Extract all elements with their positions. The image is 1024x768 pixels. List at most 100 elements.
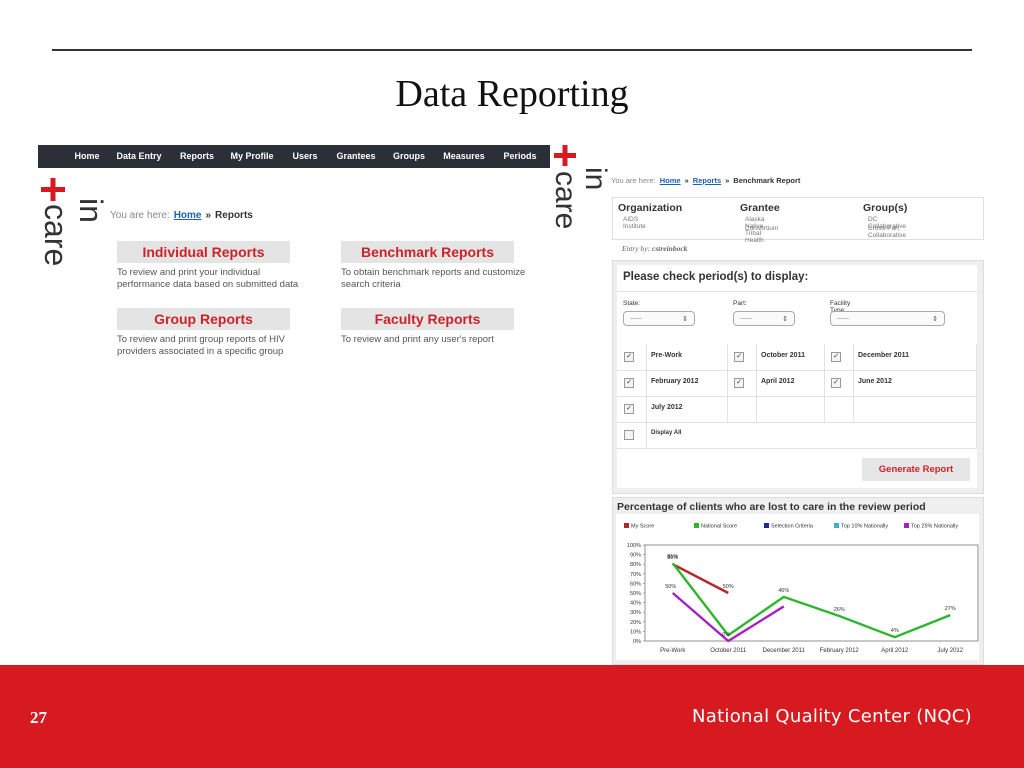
section-title[interactable]: Faculty Reports (341, 308, 514, 330)
nav-item[interactable]: Users (292, 151, 318, 161)
breadcrumb-separator: » (725, 176, 730, 185)
grid-cell (824, 396, 854, 423)
grid-cell (646, 396, 728, 423)
filter-label: State: (623, 300, 640, 307)
grid-cell (727, 396, 757, 423)
y-tick-label: 100% (627, 543, 641, 549)
grid-cell (646, 344, 728, 371)
nav-item[interactable]: My Profile (230, 151, 274, 161)
periods-heading: Please check period(s) to display: (623, 271, 809, 283)
filter-select[interactable]: ------ (733, 311, 795, 327)
divider (617, 291, 977, 292)
logo-text: care (552, 171, 582, 229)
info-value: Alaska Native Tribal Health (745, 216, 765, 244)
logo: in care (38, 178, 109, 266)
info-value: Cross-Part Collaborative (868, 225, 906, 239)
y-tick-label: 10% (630, 629, 641, 635)
checkbox[interactable]: ✓ (734, 352, 744, 362)
breadcrumb-current: Reports (215, 210, 253, 221)
checkbox[interactable]: ✓ (624, 378, 634, 388)
legend-label: My Score (631, 524, 654, 530)
period-label: April 2012 (761, 378, 795, 385)
nav-item[interactable]: Grantees (336, 151, 376, 161)
breadcrumb-link[interactable]: Home (659, 176, 681, 185)
periods-inner (617, 265, 977, 488)
period-label: Pre-Work (651, 352, 682, 359)
info-panel (612, 197, 984, 240)
logo-text: in (579, 167, 610, 190)
section-text: To review and print group reports of HIV… (117, 334, 285, 357)
data-label: 50% (665, 584, 676, 590)
grid-cell (617, 344, 647, 371)
grid-cell (824, 344, 854, 371)
entry-by-user: cstreinbock (652, 244, 688, 253)
grid-cell (824, 370, 854, 397)
checkbox[interactable] (624, 430, 634, 440)
grid-cell (617, 396, 647, 423)
data-label: 46% (778, 588, 789, 594)
logo-text: care (38, 204, 74, 266)
nav-item[interactable]: Home (74, 151, 100, 161)
breadcrumb-prefix: You are here: (611, 176, 656, 185)
nav-item[interactable]: Measures (443, 151, 485, 161)
y-tick-label: 50% (630, 591, 641, 597)
grid-cell (853, 344, 977, 371)
checkbox[interactable]: ✓ (831, 352, 841, 362)
period-label: June 2012 (858, 378, 892, 385)
legend-swatch (624, 523, 629, 528)
info-value: Consortium (745, 225, 779, 232)
chart: Percentage of clients who are lost to ca… (616, 501, 979, 660)
legend-label: Top 25% Nationally (911, 524, 958, 530)
y-tick-label: 70% (630, 572, 641, 578)
section-text: To review and print any user's report (341, 334, 494, 345)
y-tick-label: 60% (630, 581, 641, 587)
nav-item[interactable]: Groups (392, 151, 426, 161)
chart-title: Percentage of clients who are lost to ca… (617, 501, 926, 513)
breadcrumb-prefix: You are here: (110, 210, 170, 221)
section-title[interactable]: Group Reports (117, 308, 290, 330)
x-tick-label: December 2011 (763, 648, 806, 654)
breadcrumb: You are here: Home» Reports (110, 210, 253, 221)
x-tick-label: February 2012 (820, 648, 860, 654)
checkbox[interactable]: ✓ (831, 378, 841, 388)
period-label: February 2012 (651, 378, 699, 385)
period-label: Display All (651, 430, 682, 436)
data-label: 80% (667, 555, 678, 561)
grid-cell (727, 344, 757, 371)
breadcrumb-link[interactable]: Home (173, 210, 202, 221)
legend-swatch (694, 523, 699, 528)
period-label: December 2011 (858, 352, 909, 359)
checkbox[interactable]: ✓ (624, 352, 634, 362)
slide-title: Data Reporting (395, 73, 629, 115)
generate-report-button[interactable]: Generate Report (862, 458, 970, 481)
info-value: DC Collaborative (868, 216, 906, 230)
breadcrumb: You are here: Home» Reports» Benchmark Repo… (611, 176, 800, 185)
logo: in care (552, 145, 610, 229)
checkbox[interactable]: ✓ (624, 404, 634, 414)
legend-swatch (834, 523, 839, 528)
info-label: Organization (618, 202, 683, 214)
nav-item[interactable]: Periods (503, 151, 537, 161)
grid-cell (853, 396, 977, 423)
section-text: To obtain benchmark reports and customiz… (341, 267, 526, 290)
entry-by-label: Entry by: (622, 244, 651, 253)
y-tick-label: 20% (630, 620, 641, 626)
series-line (671, 592, 785, 643)
filter-select[interactable]: ------ (830, 311, 945, 327)
info-label: Grantee (740, 202, 780, 214)
x-tick-label: July 2012 (937, 648, 963, 654)
section-title[interactable]: Individual Reports (117, 241, 290, 263)
section-text: To review and print your individual perf… (117, 267, 299, 290)
footer-band (0, 665, 1024, 768)
nav-item[interactable]: Data Entry (116, 151, 162, 161)
nav-item[interactable]: Reports (179, 151, 215, 161)
checkbox[interactable]: ✓ (734, 378, 744, 388)
grid-cell (646, 422, 977, 449)
breadcrumb-link[interactable]: Reports (692, 176, 722, 185)
section-title[interactable]: Benchmark Reports (341, 241, 514, 263)
data-label: 26% (834, 607, 845, 613)
grid-cell (756, 396, 825, 423)
data-label: 27% (945, 606, 956, 612)
filter-select[interactable]: ------ (623, 311, 695, 327)
